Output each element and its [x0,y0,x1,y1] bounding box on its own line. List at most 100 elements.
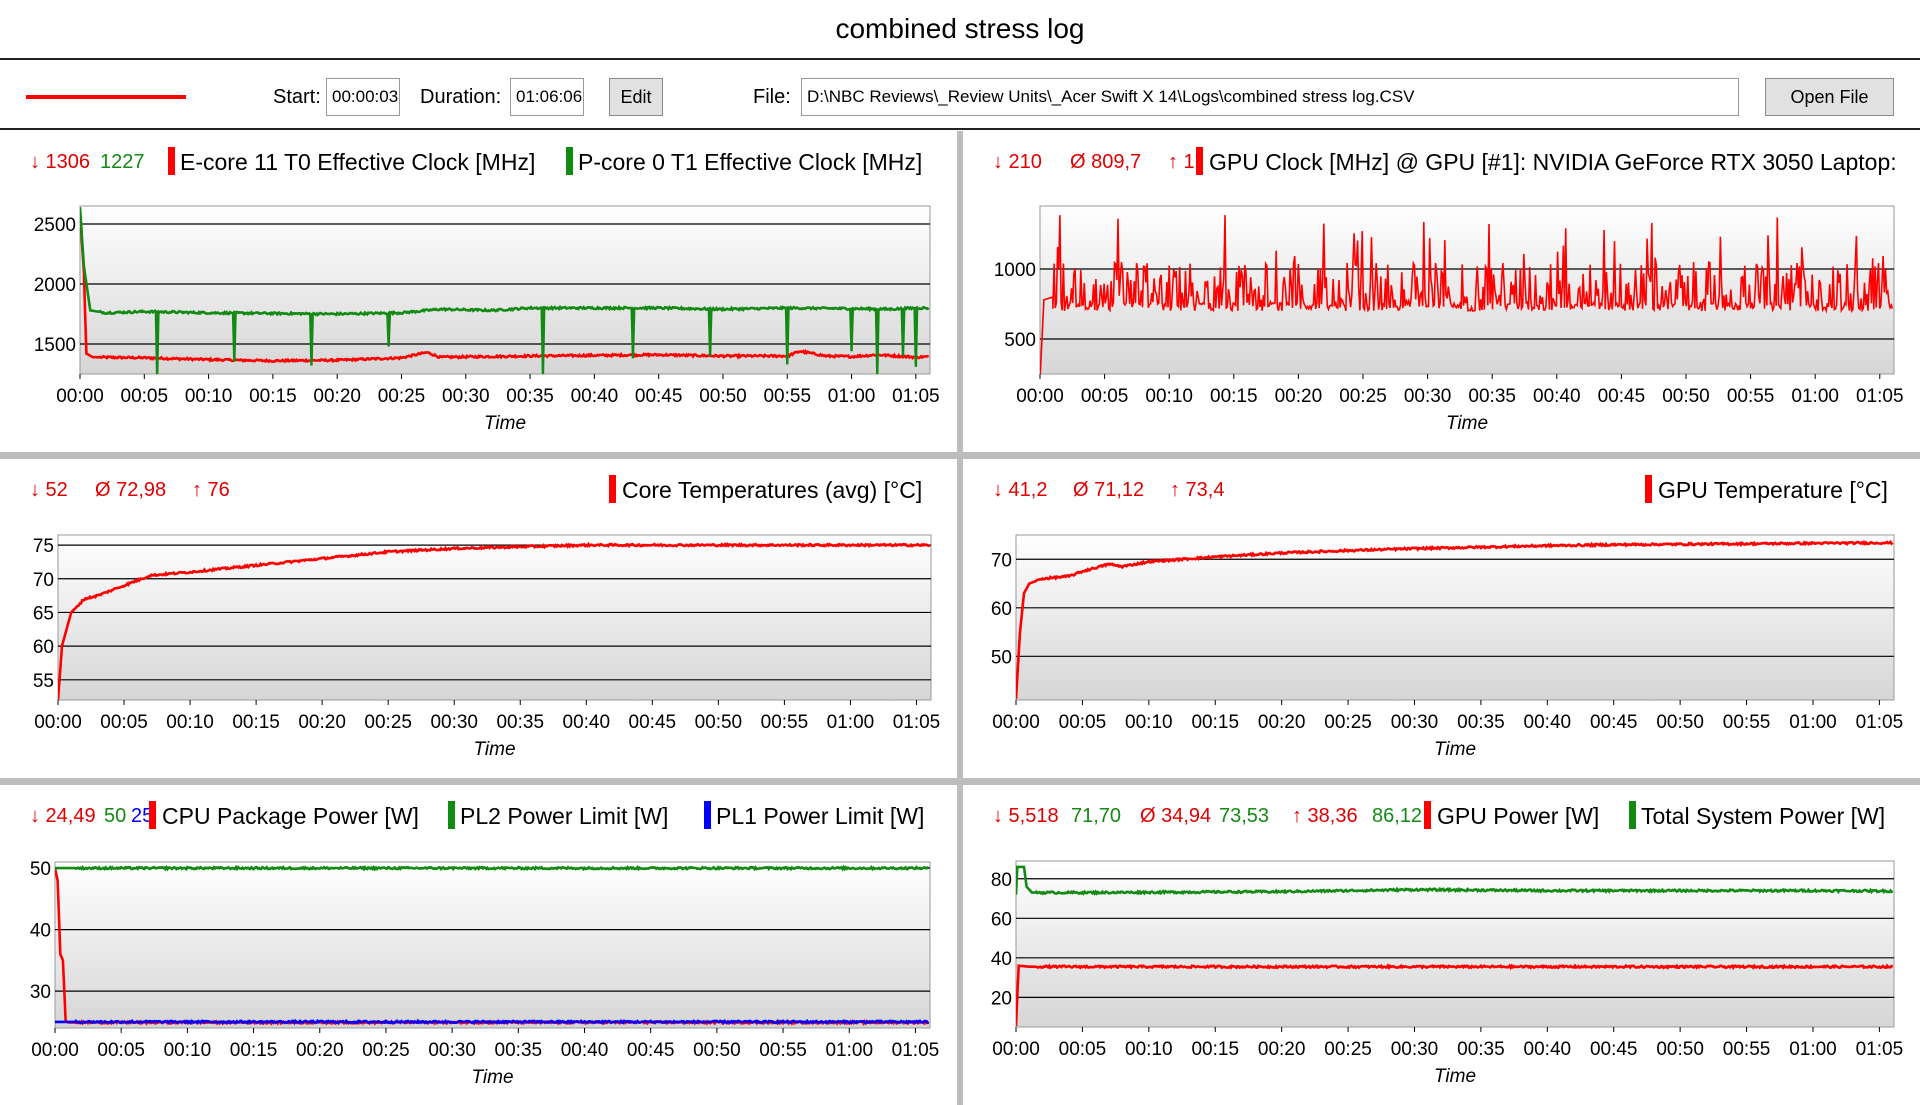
series-dip [784,307,790,365]
stat-max: ↑ 76 [192,479,230,501]
x-tick-label: 01:05 [1856,1039,1904,1060]
x-tick-label: 00:15 [1210,386,1258,407]
x-tick-label: 00:35 [1457,712,1505,733]
x-tick-label: 01:05 [1856,386,1904,407]
x-tick-label: 00:50 [1656,1039,1704,1060]
chart-cpu-clocks: 1500 2000 2500 00:00 00:05 00:10 00:15 00:20 00:… [34,205,940,434]
x-tick-label: 00:45 [1598,386,1646,407]
series-swatch-green [566,147,573,175]
x-tick-label: 00:05 [100,712,148,733]
series-label-pl1: PL1 Power Limit [W] [716,803,925,829]
series-dip [913,307,919,367]
x-tick-label: 00:35 [1457,1039,1505,1060]
title-bar: combined stress log [0,0,1920,60]
x-tick-label: 00:45 [1590,712,1638,733]
y-tick-label: 50 [991,647,1012,668]
x-tick-label: 00:35 [1468,386,1516,407]
x-tick-label: 01:05 [1856,712,1904,733]
x-tick-label: 00:45 [635,386,683,407]
series-label-pl2: PL2 Power Limit [W] [460,803,669,829]
x-tick-label: 00:05 [1059,1039,1107,1060]
panel-header: ↓ 210 Ø 809,7 ↑ 1 GPU Clock [MHz] @ GPU … [963,131,1920,191]
series-swatch-red [1424,801,1431,829]
duration-field[interactable]: 01:06:06 [510,78,584,116]
x-tick-label: 00:40 [561,1040,609,1061]
x-tick-label: 01:00 [827,712,875,733]
panel-core-temps: ↓ 52 Ø 72,98 ↑ 76 Core Temperatures (avg… [0,459,957,778]
start-field[interactable]: 00:00:03 [326,78,400,116]
x-tick-label: 00:55 [1723,1039,1771,1060]
stat-min-2: 50 [104,805,127,827]
x-tick-label: 00:30 [430,712,478,733]
chart-cpu-power: 30 40 50 00:00 00:05 00:10 00:15 00:20 00:25 00:3… [30,859,940,1088]
x-tick-label: 00:20 [1258,1039,1306,1060]
edit-button[interactable]: Edit [609,78,663,116]
x-tick-label: 00:55 [759,1040,807,1061]
stat-avg: Ø 34,94 [1140,805,1212,827]
x-tick-label: 00:15 [230,1040,278,1061]
series-dip [540,307,546,374]
y-tick-label: 1000 [994,260,1036,281]
chart-gpu-temp: 50 60 70 00:00 00:05 00:10 00:15 00:20 00:25 00:3… [991,534,1904,760]
panel-cpu-power: ↓ 24,49 50 25 CPU Package Power [W] PL2 … [0,785,957,1105]
x-tick-label: 00:25 [1324,712,1372,733]
x-tick-label: 00:25 [1339,386,1387,407]
series-swatch-red [168,147,175,175]
x-tick-label: 00:20 [298,712,346,733]
file-label: File: [753,85,791,108]
stat-min-3: 25 [131,805,154,827]
panel-gpu-system-power: ↓ 5,518 71,70 Ø 34,94 73,53 ↑ 38,36 86,1… [963,785,1920,1105]
x-tick-label: 00:55 [1723,712,1771,733]
x-tick-label: 01:00 [1789,1039,1837,1060]
panel-header: ↓ 24,49 50 25 CPU Package Power [W] PL2 … [0,785,957,845]
series-label-gpu-power: GPU Power [W] [1437,803,1600,829]
stat-max-2: 86,12 [1372,805,1423,827]
x-tick-label: 00:50 [1662,386,1710,407]
stat-min: ↓ 24,49 [30,805,96,827]
stat-avg: Ø 71,12 [1073,479,1145,501]
series-dip [874,308,880,374]
stat-avg: Ø 72,98 [95,479,167,501]
x-tick-label: 01:00 [1789,712,1837,733]
series-line-1 [55,864,930,872]
duration-label: Duration: [420,85,502,108]
x-tick-label: 00:10 [185,386,233,407]
stat-avg-2: 73,53 [1219,805,1270,827]
x-axis-label: Time [484,413,526,434]
open-file-button[interactable]: Open File [1765,78,1894,116]
series-dip [849,308,855,352]
y-tick-label: 2500 [34,215,76,236]
stat-max: ↑ 1 [1168,151,1195,173]
series-swatch-red [149,801,156,829]
x-tick-label: 00:35 [496,712,544,733]
vertical-divider [957,131,963,1105]
series-line-0 [1040,215,1894,374]
series-dip [900,308,906,357]
x-tick-label: 00:45 [1590,1039,1638,1060]
x-tick-label: 00:20 [1258,712,1306,733]
series-line-2 [55,1018,930,1026]
x-tick-label: 00:40 [563,712,611,733]
x-tick-label: 01:05 [892,1040,940,1061]
x-tick-label: 00:55 [761,712,809,733]
x-tick-label: 00:40 [1533,386,1581,407]
panel-header: ↓ 41,2 Ø 71,12 ↑ 73,4 GPU Temperature [°… [963,459,1920,519]
y-tick-label: 20 [991,988,1012,1009]
x-axis-label: Time [1434,1066,1476,1087]
series-dip [386,312,392,347]
x-tick-label: 00:10 [1125,1039,1173,1060]
stat-avg: Ø 809,7 [1070,151,1142,173]
series-dip [707,308,713,357]
x-tick-label: 00:05 [1081,386,1129,407]
series-label-gpu-clock: GPU Clock [MHz] @ GPU [#1]: NVIDIA GeFor… [1209,149,1897,175]
x-tick-label: 01:05 [892,386,940,407]
x-axis-label: Time [473,739,515,760]
series-dip [308,313,314,366]
y-tick-label: 70 [991,550,1012,571]
y-tick-label: 55 [33,671,54,692]
series-dip [231,313,237,363]
x-axis-label: Time [1434,739,1476,760]
y-tick-label: 50 [30,859,51,880]
file-path-field[interactable]: D:\NBC Reviews\_Review Units\_Acer Swift… [801,78,1739,116]
x-tick-label: 00:40 [571,386,619,407]
